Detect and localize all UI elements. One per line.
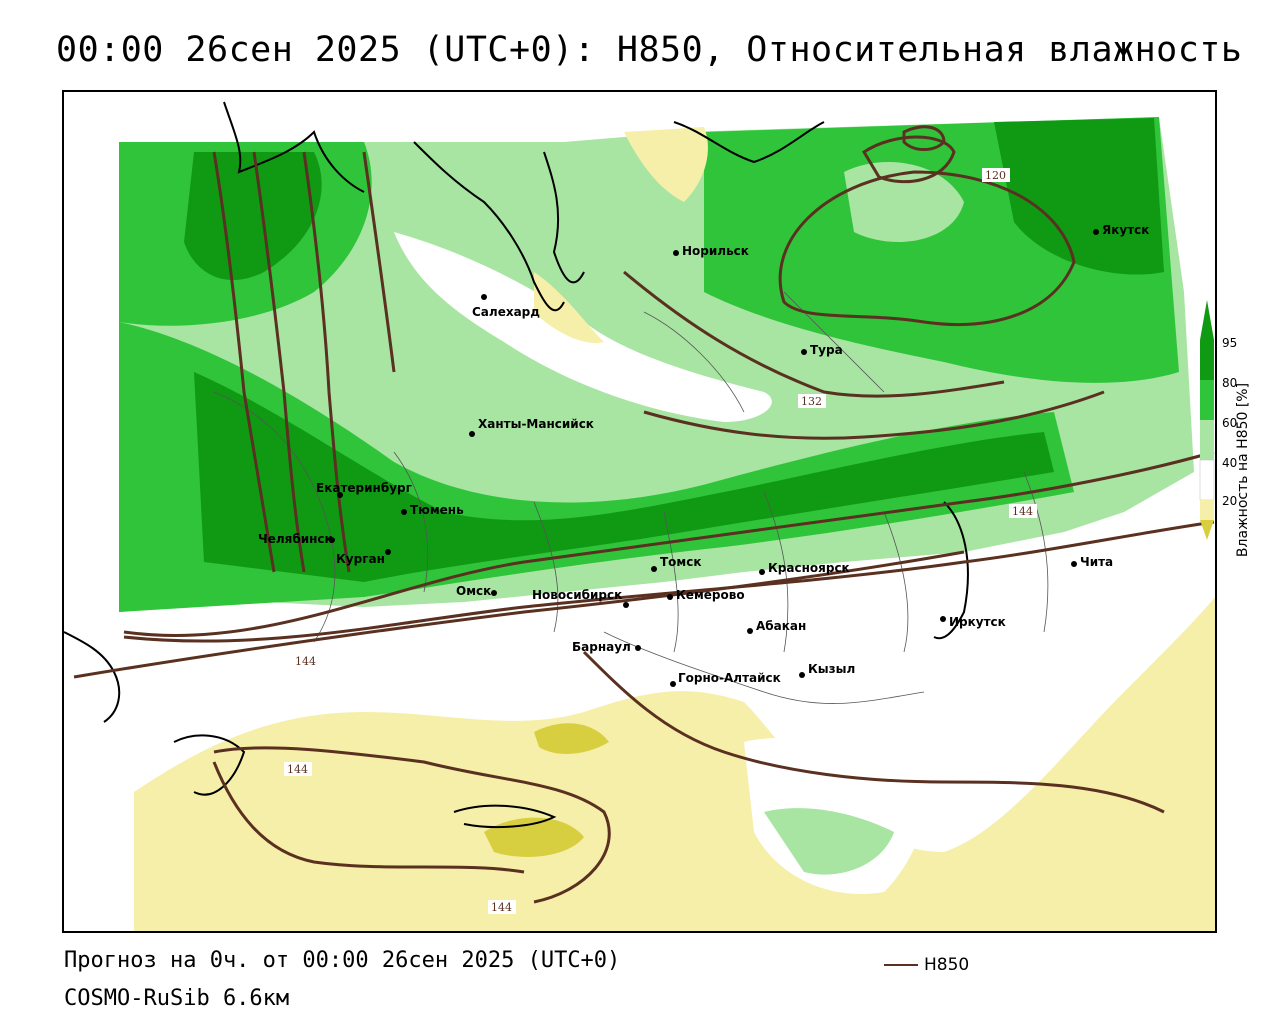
legend-tick-60: 60 [1222, 416, 1238, 430]
city-chelyabinsk: Челябинск [258, 532, 333, 546]
forecast-caption: Прогноз на 0ч. от 00:00 26сен 2025 (UTC+… [64, 948, 621, 973]
city-barnaul: Барнаул [572, 640, 631, 654]
contour-key-label: H850 [924, 955, 970, 975]
city-yekaterinburg: Екатеринбург [316, 481, 412, 495]
contour-key-line [884, 964, 918, 966]
cities: Норильск Якутск Салехард Тура Ханты-Манс… [258, 223, 1149, 687]
city-tyumen: Тюмень [410, 503, 464, 517]
humid-95-northeast [994, 118, 1164, 275]
legend-title: Влажность на H850 [%] [1232, 350, 1254, 590]
contour-label-144: 144 [295, 655, 316, 668]
weather-map: 120 132 144 144 144 144 Норильск Якутск … [62, 90, 1217, 933]
legend-tick-80: 80 [1222, 376, 1238, 390]
city-khanty-mansiysk: Ханты-Мансийск [478, 417, 594, 431]
dry-area-core-2 [534, 723, 609, 754]
city-irkutsk: Иркутск [949, 615, 1006, 629]
city-abakan: Абакан [756, 619, 806, 633]
legend-title-text: Влажность на H850 [%] [1235, 382, 1251, 558]
legend-tick-95: 95 [1222, 336, 1238, 350]
city-kemerovo: Кемерово [676, 588, 745, 602]
contour-label-144: 144 [1012, 505, 1033, 518]
admin-borders [213, 291, 1049, 704]
city-novosibirsk: Новосибирск [532, 588, 622, 602]
legend-tick-20: 20 [1222, 494, 1238, 508]
humid-95-belt [194, 372, 1054, 582]
dry-area-south [134, 597, 1215, 931]
contour-label-144: 144 [287, 763, 308, 776]
model-caption: COSMO-RuSib 6.6км [64, 986, 290, 1011]
city-tomsk: Томск [660, 555, 702, 569]
h850-contours [73, 125, 1215, 904]
dry-strip-yellow-2 [624, 127, 708, 202]
contour-key: H850 [884, 954, 969, 976]
legend-tick-40: 40 [1222, 456, 1238, 470]
humid-60-cyclone [844, 162, 964, 242]
humidity-legend: 95 80 60 40 20 [1196, 300, 1276, 590]
contour-label-132: 132 [801, 395, 822, 408]
coastlines [64, 101, 969, 829]
city-krasnoyarsk: Красноярск [768, 561, 850, 575]
map-canvas: 120 132 144 144 144 144 Норильск Якутск … [64, 92, 1215, 931]
city-gorno-altaysk: Горно-Алтайск [678, 671, 781, 685]
dry-strip-yellow [534, 272, 604, 343]
contour-labels: 120 132 144 144 144 144 [284, 168, 1037, 914]
map-title: 00:00 26сен 2025 (UTC+0): H850, Относите… [56, 30, 1243, 70]
city-kyzyl: Кызыл [808, 662, 855, 676]
moist-patch-east-green [764, 808, 894, 875]
city-kurgan: Курган [336, 552, 385, 566]
city-salekhard: Салехард [472, 305, 540, 319]
contour-label-120: 120 [985, 169, 1006, 182]
contour-label-144: 144 [491, 901, 512, 914]
legend-colorbar [1199, 300, 1215, 540]
city-yakutsk: Якутск [1102, 223, 1149, 237]
city-chita: Чита [1080, 555, 1113, 569]
city-tura: Тура [810, 343, 843, 357]
city-omsk: Омск [456, 584, 491, 598]
city-norilsk: Норильск [682, 244, 749, 258]
